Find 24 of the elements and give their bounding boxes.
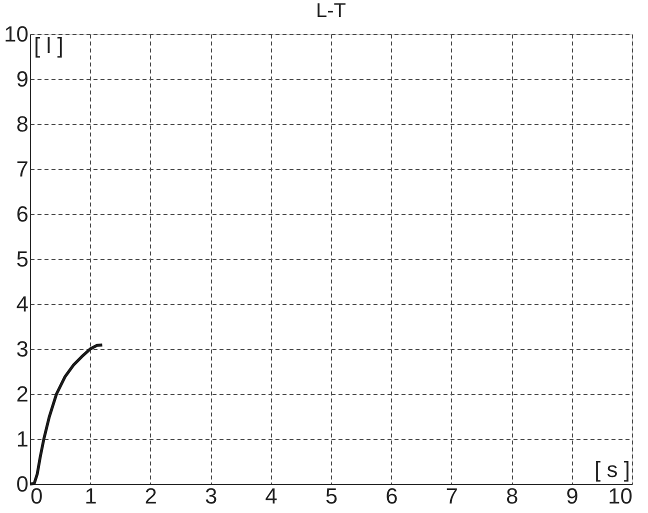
y-tick-label: 7	[16, 156, 28, 182]
x-tick-label: 10	[608, 484, 632, 508]
y-tick-label: 3	[16, 336, 28, 362]
x-tick-label: 9	[566, 484, 578, 508]
y-tick-label: 6	[16, 202, 28, 226]
y-tick-label: 1	[16, 426, 28, 452]
y-tick-label: 9	[16, 66, 28, 92]
x-tick-label: 4	[265, 484, 278, 508]
y-tick-label: 10	[4, 22, 28, 46]
y-axis-title: [ l ]	[34, 33, 64, 58]
y-tick-label: 8	[16, 112, 28, 136]
x-tick-label: 8	[506, 484, 518, 508]
x-tick-label: 5	[325, 484, 338, 508]
chart-title: L-T	[316, 0, 346, 22]
x-tick-label: 2	[144, 484, 158, 508]
x-tick-label: 6	[386, 484, 398, 508]
x-tick-label: 3	[204, 484, 218, 508]
x-tick-label: 7	[446, 484, 458, 508]
y-tick-label: 2	[16, 382, 28, 406]
x-axis-title: [ s ]	[594, 457, 630, 482]
y-tick-label: 5	[16, 246, 28, 272]
y-tick-label: 4	[16, 292, 28, 316]
line-series	[28, 343, 104, 486]
x-tick-label: 1	[84, 484, 97, 508]
